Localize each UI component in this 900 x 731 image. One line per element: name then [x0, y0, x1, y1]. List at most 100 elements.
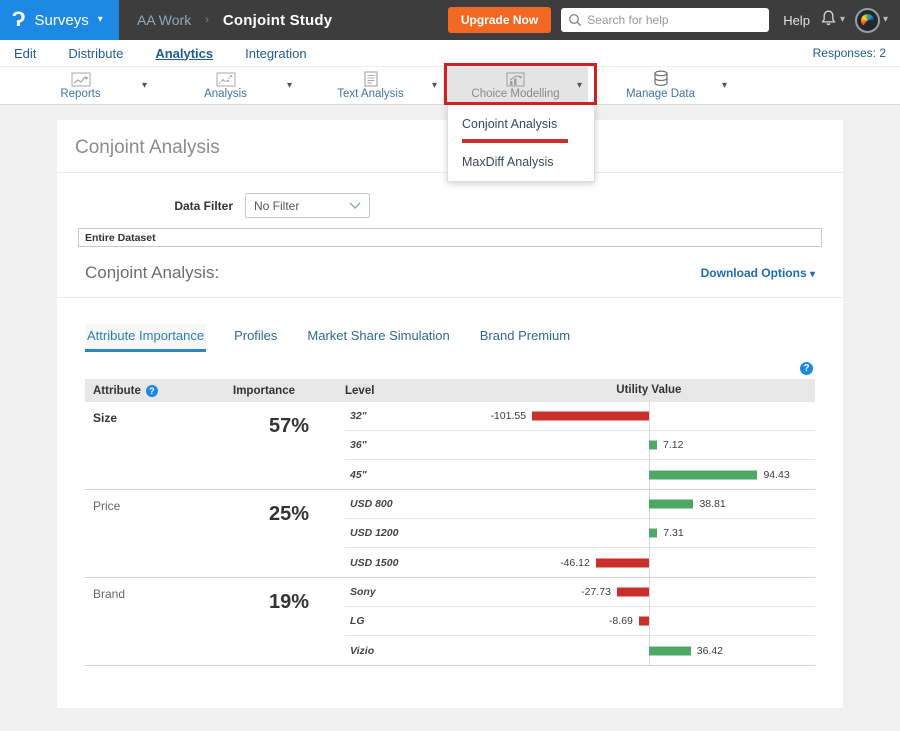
- nav-item-integration[interactable]: Integration: [245, 45, 307, 61]
- level-label: USD 1500: [350, 556, 399, 569]
- utility-value: -8.69: [608, 615, 633, 627]
- importance-value: 25%: [268, 503, 310, 525]
- utility-value: 7.31: [663, 527, 684, 539]
- survey-title[interactable]: Conjoint Study: [222, 11, 333, 29]
- download-options-link[interactable]: Download Options ▾: [700, 266, 815, 280]
- utility-bar-positive: [648, 528, 658, 538]
- chevron-down-icon: ▾: [839, 14, 845, 25]
- help-icon[interactable]: ?: [145, 384, 158, 397]
- toolbar-choice-modelling[interactable]: Choice Modelling ▾: [443, 67, 588, 104]
- toolbar-manage-data[interactable]: Manage Data ▾: [588, 67, 733, 104]
- app-logo-block[interactable]: Ɂ Surveys ▾: [0, 0, 119, 40]
- help-icon[interactable]: ?: [800, 362, 813, 375]
- utility-value: 7.12: [663, 439, 684, 451]
- breadcrumb: AA Work › Conjoint Study: [137, 12, 332, 29]
- utility-chart-cell: 7.12: [460, 430, 815, 460]
- utility-bar-positive: [648, 470, 758, 479]
- dataset-scope-box[interactable]: Entire Dataset: [78, 228, 822, 247]
- level-row: 45" 94.43: [345, 459, 815, 490]
- utility-bar-negative: [532, 411, 649, 421]
- breadcrumb-folder[interactable]: AA Work: [137, 12, 192, 28]
- utility-bar-positive: [648, 646, 691, 655]
- nav-item-analytics[interactable]: Analytics: [155, 45, 214, 61]
- table-header: Attribute? Importance Level Utility Valu…: [85, 379, 815, 402]
- level-row: USD 1500 -46.12: [345, 547, 815, 578]
- level-row: USD 800 38.81: [345, 489, 815, 519]
- utility-bar-negative: [616, 587, 649, 597]
- attribute-group-size: Size 57% 32" -101.55 36" 7.12 45" 94.43: [85, 401, 815, 490]
- choice-chart-icon: [506, 71, 525, 87]
- utility-bar-positive: [648, 499, 694, 509]
- data-filter-value: No Filter: [254, 198, 300, 213]
- dataset-label: Entire Dataset: [85, 231, 156, 244]
- level-label: Sony: [350, 586, 376, 598]
- breadcrumb-separator-icon: ›: [205, 14, 209, 26]
- help-link[interactable]: Help: [783, 12, 810, 28]
- toolbar-analysis[interactable]: Analysis ▾: [153, 67, 298, 104]
- level-row: USD 1200 7.31: [345, 518, 815, 548]
- utility-chart-cell: -27.73: [460, 577, 815, 607]
- utility-bar-positive: [648, 440, 658, 450]
- conjoint-analysis-card: Conjoint Analysis Data Filter No Filter …: [57, 120, 843, 708]
- utility-bar-negative: [638, 616, 649, 626]
- level-label: USD 800: [350, 498, 393, 510]
- tab-attribute-importance[interactable]: Attribute Importance: [85, 324, 207, 352]
- col-utility-value: Utility Value: [616, 383, 682, 396]
- analytics-toolbar: Reports ▾ Analysis ▾ Text Analysis ▾ Choice Mo…: [0, 67, 900, 105]
- divider: [57, 297, 843, 298]
- data-filter-label: Data Filter: [174, 198, 233, 213]
- product-switcher[interactable]: Surveys: [34, 11, 89, 29]
- level-label: Vizio: [350, 644, 375, 657]
- level-label: 32": [350, 410, 367, 422]
- chevron-down-icon: ▾: [721, 80, 727, 91]
- search-icon: [568, 13, 582, 32]
- section-title: Conjoint Analysis:: [85, 263, 220, 282]
- chevron-down-icon: ▾: [809, 269, 815, 280]
- nav-item-distribute[interactable]: Distribute: [68, 45, 124, 61]
- database-icon: [653, 70, 669, 87]
- zero-axis-line: [648, 401, 650, 431]
- questionpro-logo-icon: Ɂ: [12, 7, 26, 31]
- chevron-down-icon: ▾: [576, 80, 582, 91]
- importance-value: 19%: [268, 591, 310, 613]
- utility-chart-cell: 94.43: [460, 459, 815, 490]
- level-row: LG -8.69: [345, 606, 815, 636]
- utility-chart-cell: -46.12: [460, 547, 815, 578]
- choice-modelling-menu: Conjoint Analysis MaxDiff Analysis: [447, 104, 595, 182]
- notifications-menu[interactable]: ▾: [820, 9, 845, 32]
- utility-chart-cell: 36.42: [460, 635, 815, 666]
- scatter-chart-icon: [216, 71, 236, 87]
- level-label: LG: [350, 615, 365, 627]
- chevron-down-icon: ▾: [431, 80, 437, 91]
- data-filter-select[interactable]: No Filter: [245, 193, 370, 218]
- level-row: Sony -27.73: [345, 577, 815, 607]
- level-row: 32" -101.55: [345, 401, 815, 431]
- account-menu[interactable]: ▾: [854, 7, 888, 33]
- utility-chart-cell: 7.31: [460, 518, 815, 548]
- utility-value: 38.81: [699, 498, 726, 510]
- level-label: USD 1200: [350, 527, 399, 539]
- menu-item-maxdiff-analysis[interactable]: MaxDiff Analysis: [462, 155, 554, 169]
- page-title: Conjoint Analysis: [75, 137, 220, 158]
- utility-value: 36.42: [696, 644, 724, 657]
- toolbar-reports[interactable]: Reports ▾: [8, 67, 153, 104]
- menu-item-conjoint-analysis[interactable]: Conjoint Analysis: [462, 117, 558, 131]
- top-bar: Ɂ Surveys ▾ AA Work › Conjoint Study Upg…: [0, 0, 900, 40]
- attribute-importance-table: Attribute? Importance Level Utility Valu…: [85, 379, 815, 666]
- attribute-name: Brand: [93, 587, 126, 601]
- tab-profiles[interactable]: Profiles: [234, 328, 278, 343]
- utility-value: 94.43: [763, 468, 790, 481]
- attribute-name: Size: [93, 411, 118, 425]
- tab-brand-premium[interactable]: Brand Premium: [479, 328, 571, 343]
- zero-axis-line: [648, 577, 650, 607]
- level-label: 45": [350, 468, 367, 481]
- search-input[interactable]: [561, 8, 770, 32]
- tab-market-share-simulation[interactable]: Market Share Simulation: [307, 328, 450, 343]
- responses-count[interactable]: Responses: 2: [812, 46, 886, 60]
- upgrade-now-button[interactable]: Upgrade Now: [447, 7, 552, 33]
- col-attribute: Attribute: [93, 384, 141, 397]
- utility-value: -27.73: [581, 586, 611, 598]
- utility-chart-cell: -8.69: [460, 606, 815, 636]
- nav-item-edit[interactable]: Edit: [14, 45, 37, 61]
- toolbar-text-analysis[interactable]: Text Analysis ▾: [298, 67, 443, 104]
